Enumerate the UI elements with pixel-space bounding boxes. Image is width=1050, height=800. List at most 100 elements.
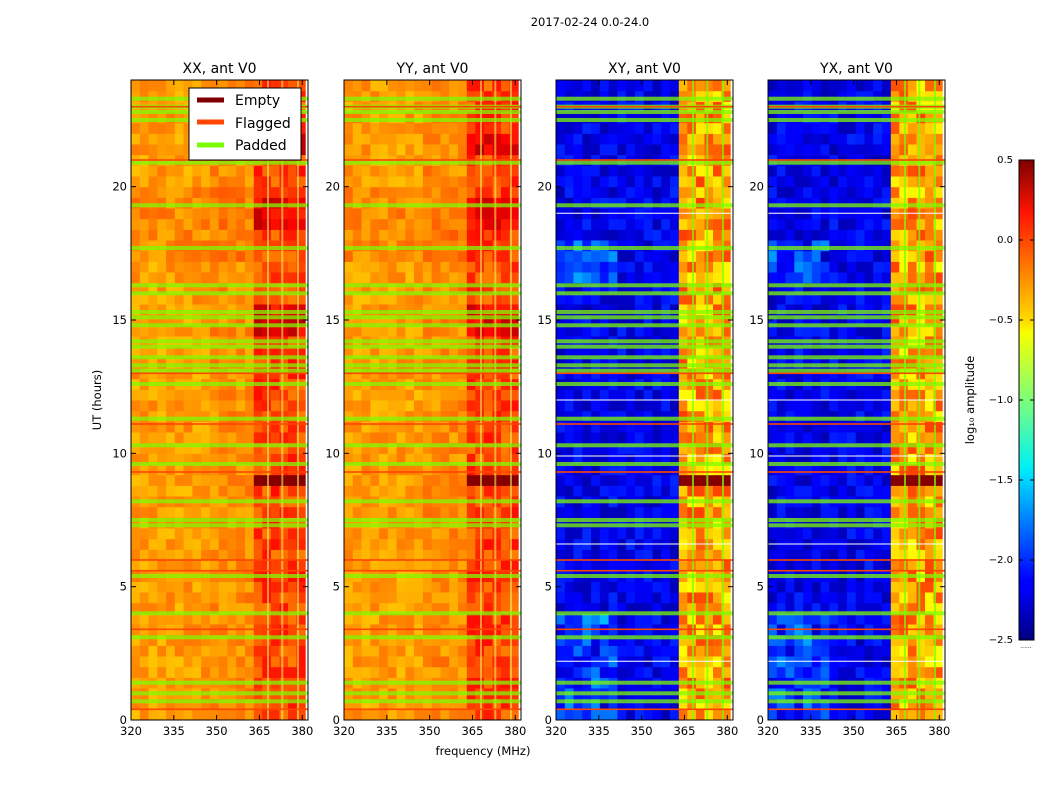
heatmap-cell <box>139 357 150 369</box>
heatmap-cell <box>166 538 176 550</box>
heatmap-cell <box>270 314 280 326</box>
heatmap-cell <box>431 656 441 668</box>
heatmap-cell <box>626 442 636 454</box>
heatmap-cell <box>183 634 193 646</box>
heatmap-cell <box>344 346 354 358</box>
heatmap-cell <box>431 410 441 422</box>
heatmap-cell <box>405 709 415 721</box>
heatmap-cell <box>139 218 150 230</box>
heatmap-cell <box>405 517 415 529</box>
heatmap-cell <box>174 112 185 124</box>
heatmap-cell <box>509 517 519 529</box>
heatmap-cell <box>634 229 645 241</box>
heatmap-cell <box>803 464 813 476</box>
heatmap-cell <box>139 442 150 454</box>
heatmap-cell <box>139 645 150 657</box>
heatmap-cell <box>873 400 883 412</box>
heatmap-cell <box>599 144 610 156</box>
heatmap-cell <box>139 208 150 220</box>
heatmap-cell <box>776 165 787 177</box>
heatmap-cell <box>157 261 167 273</box>
heatmap-cell <box>776 90 787 102</box>
heatmap-cell <box>387 709 398 721</box>
heatmap-cell <box>803 197 813 209</box>
heatmap-cell <box>253 528 263 540</box>
heatmap-cell <box>253 282 263 294</box>
heatmap-cell <box>704 80 714 92</box>
heatmap-cell <box>157 666 167 678</box>
heatmap-cell <box>643 240 653 252</box>
heatmap-cell <box>768 634 778 646</box>
heatmap-cell <box>925 442 935 454</box>
heatmap-cell <box>933 272 943 284</box>
heatmap-cell <box>131 261 141 273</box>
heatmap-cell <box>626 421 636 433</box>
heatmap-cell <box>608 560 618 572</box>
heatmap-cell <box>882 240 892 252</box>
heatmap-cell <box>652 549 662 561</box>
heatmap-cell <box>556 261 566 273</box>
heatmap-cell <box>183 176 193 188</box>
heatmap-cell <box>361 432 371 444</box>
heatmap-cell <box>599 474 610 486</box>
heatmap-cell <box>183 186 193 198</box>
heatmap-cell <box>458 357 468 369</box>
heatmap-cell <box>670 602 680 614</box>
heatmap-cell <box>387 165 398 177</box>
padded-row <box>556 443 733 448</box>
heatmap-cell <box>907 112 917 124</box>
heatmap-cell <box>379 560 389 572</box>
heatmap-cell <box>916 517 926 529</box>
heatmap-cell <box>643 698 653 710</box>
heatmap-cell <box>652 410 662 422</box>
heatmap-cell <box>227 506 237 518</box>
heatmap-cell <box>458 229 468 241</box>
padded-row <box>344 699 521 704</box>
heatmap-cell <box>713 474 723 486</box>
heatmap-cell <box>670 453 680 465</box>
heatmap-cell <box>890 282 900 294</box>
heatmap-cell <box>899 122 909 134</box>
heatmap-cell <box>803 474 813 486</box>
heatmap-cell <box>820 133 830 145</box>
flagged-row <box>344 628 521 631</box>
heatmap-cell <box>916 528 926 540</box>
heatmap-cell <box>227 634 237 646</box>
heatmap-cell <box>670 197 680 209</box>
heatmap-cell <box>591 421 601 433</box>
heatmap-cell <box>687 517 697 529</box>
heatmap-cell <box>492 453 502 465</box>
heatmap-cell <box>279 229 289 241</box>
heatmap-cell <box>695 240 705 252</box>
heatmap-cell <box>279 176 289 188</box>
heatmap-cell <box>838 645 848 657</box>
heatmap-cell <box>466 666 476 678</box>
heatmap-cell <box>483 90 493 102</box>
heatmap-cell <box>687 453 697 465</box>
heatmap-cell <box>608 400 618 412</box>
heatmap-cell <box>387 357 398 369</box>
heatmap-cell <box>599 90 610 102</box>
heatmap-cell <box>794 186 804 198</box>
heatmap-cell <box>933 197 943 209</box>
heatmap-cell <box>183 581 193 593</box>
heatmap-cell <box>591 549 601 561</box>
heatmap-cell <box>387 112 398 124</box>
heatmap-cell <box>556 389 566 401</box>
heatmap-cell <box>776 400 787 412</box>
heatmap-cell <box>846 272 857 284</box>
heatmap-cell <box>925 528 935 540</box>
heatmap-cell <box>925 218 935 230</box>
heatmap-cell <box>925 229 935 241</box>
heatmap-cell <box>262 666 272 678</box>
heatmap-cell <box>556 549 566 561</box>
heatmap-cell <box>591 592 601 604</box>
padded-row <box>344 203 521 208</box>
heatmap-cell <box>776 218 787 230</box>
heatmap-cell <box>466 602 476 614</box>
heatmap-cell <box>131 229 141 241</box>
heatmap-cell <box>431 304 441 316</box>
heatmap-cell <box>218 432 228 444</box>
heatmap-cell <box>183 272 193 284</box>
heatmap-cell <box>352 304 363 316</box>
